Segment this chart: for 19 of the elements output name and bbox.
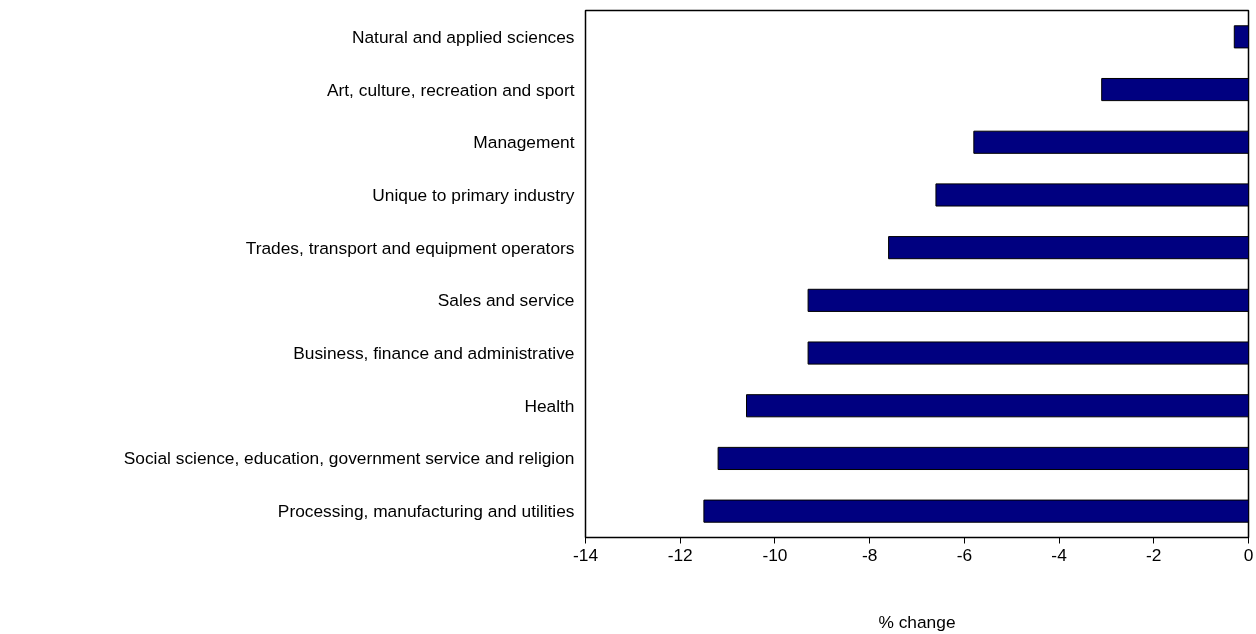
x-tick-label: -4	[1051, 544, 1068, 565]
y-tick-label: Natural and applied sciences	[351, 26, 575, 47]
y-tick-label: Trades, transport and equipment operators	[245, 237, 575, 258]
x-tick-label: -14	[572, 544, 599, 565]
y-tick-label: Social science, education, government service and religion	[123, 448, 575, 469]
y-tick-label: Health	[524, 395, 575, 416]
x-tick-label: -12	[667, 544, 693, 565]
x-tick-label: 0	[1243, 544, 1254, 565]
x-tick-label: -2	[1146, 544, 1162, 565]
y-tick-label: Art, culture, recreation and sport	[326, 79, 575, 100]
y-tick-label: Processing, manufacturing and utilities	[277, 501, 575, 522]
x-axis-title: % change	[878, 611, 956, 632]
x-tick-label: -6	[956, 544, 973, 565]
y-tick-label: Unique to primary industry	[372, 184, 575, 205]
x-tick-label: -10	[762, 544, 788, 565]
x-tick-label: -8	[861, 544, 878, 565]
y-tick-label: Sales and service	[437, 290, 575, 311]
y-tick-label: Business, finance and administrative	[293, 343, 575, 364]
y-tick-label: Management	[473, 132, 575, 153]
